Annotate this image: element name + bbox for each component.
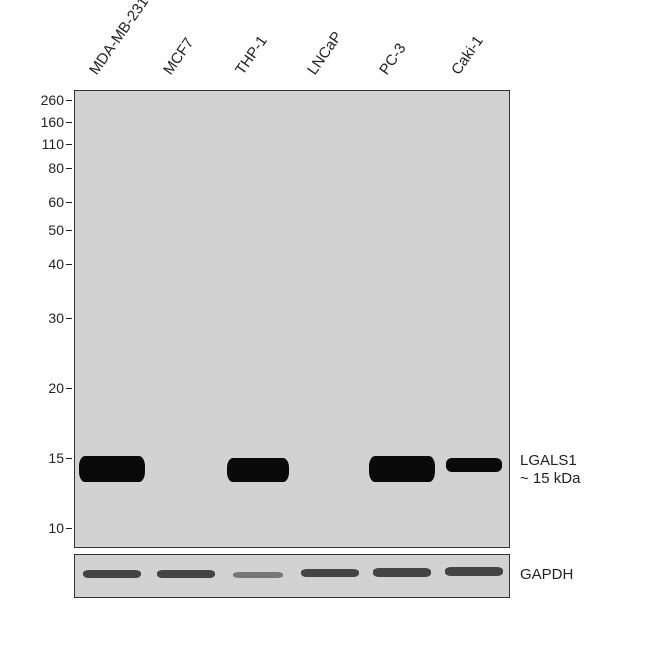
lane-label: LNCaP <box>304 29 346 78</box>
western-blot-figure: MDA-MB-231 MCF7 THP-1 LNCaP PC-3 Caki-1 … <box>0 0 650 648</box>
marker-label: 40 <box>30 256 64 272</box>
target-band <box>369 456 435 482</box>
marker-label: 160 <box>30 114 64 130</box>
marker-label: 60 <box>30 194 64 210</box>
marker-tick <box>66 122 72 123</box>
loading-band <box>301 569 359 577</box>
marker-tick <box>66 318 72 319</box>
target-band <box>79 456 145 482</box>
marker-tick <box>66 388 72 389</box>
target-size-label: ~ 15 kDa <box>520 470 580 487</box>
marker-label: 15 <box>30 450 64 466</box>
marker-tick <box>66 264 72 265</box>
target-name-label: LGALS1 <box>520 452 577 469</box>
marker-tick <box>66 144 72 145</box>
marker-tick <box>66 230 72 231</box>
marker-label: 20 <box>30 380 64 396</box>
lane-label: MDA-MB-231 <box>86 0 152 78</box>
marker-tick <box>66 528 72 529</box>
marker-label: 50 <box>30 222 64 238</box>
marker-tick <box>66 202 72 203</box>
loading-band <box>373 568 431 577</box>
marker-label: 260 <box>30 92 64 108</box>
marker-label: 10 <box>30 520 64 536</box>
loading-band <box>157 570 215 578</box>
marker-tick <box>66 100 72 101</box>
lane-label: MCF7 <box>160 35 197 78</box>
target-band <box>446 458 502 472</box>
lane-label: THP-1 <box>232 33 271 78</box>
loading-band <box>233 572 283 578</box>
loading-control-label: GAPDH <box>520 566 573 583</box>
loading-band <box>445 567 503 576</box>
loading-band <box>83 570 141 578</box>
marker-tick <box>66 458 72 459</box>
target-band <box>227 458 289 482</box>
marker-label: 30 <box>30 310 64 326</box>
marker-label: 110 <box>30 136 64 152</box>
marker-label: 80 <box>30 160 64 176</box>
lane-label: Caki-1 <box>448 33 487 78</box>
lane-label: PC-3 <box>376 40 410 78</box>
marker-tick <box>66 168 72 169</box>
